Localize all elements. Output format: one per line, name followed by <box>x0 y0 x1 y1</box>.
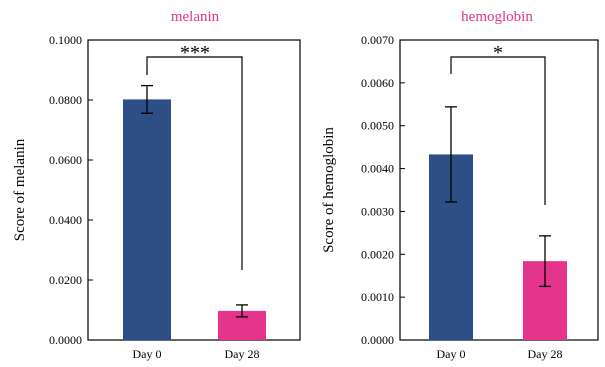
melanin-y-tick-label: 0.0200 <box>49 273 82 287</box>
melanin-chart-title: melanin <box>171 9 220 25</box>
melanin-y-tick-label: 0.0600 <box>49 153 82 167</box>
melanin-plot-frame <box>87 39 301 341</box>
melanin-y-tick-label: 0.0800 <box>49 93 82 107</box>
melanin-y-tick-label: 0.1000 <box>49 33 82 47</box>
hemoglobin-x-tick-day0: Day 0 <box>437 347 466 361</box>
hemoglobin-y-tick-label: 0.0070 <box>361 33 394 47</box>
melanin-bar-day0 <box>123 99 171 341</box>
hemoglobin-y-ticks: 0.0000 0.0010 0.0020 0.0030 0.0040 0.0050 0.00… <box>361 33 405 347</box>
melanin-significance-bracket <box>146 56 243 270</box>
hemoglobin-y-tick-label: 0.0050 <box>361 119 394 133</box>
melanin-bars <box>123 84 266 341</box>
melanin-y-ticks: 0.0000 0.0200 0.0400 0.0600 0.0800 0.1000 <box>49 33 93 347</box>
hemoglobin-y-tick-label: 0.0010 <box>361 290 394 304</box>
hemoglobin-significance-bracket <box>450 56 546 205</box>
melanin-y-tick-label: 0.0400 <box>49 213 82 227</box>
melanin-x-tick-day28: Day 28 <box>225 347 260 361</box>
hemoglobin-y-tick-label: 0.0060 <box>361 76 394 90</box>
hemoglobin-y-tick-label: 0.0000 <box>361 333 394 347</box>
hemoglobin-x-tick-day28: Day 28 <box>528 347 563 361</box>
hemoglobin-significance-label: * <box>493 42 503 64</box>
melanin-chart: melanin Score of melanin 0.00000.02000.0… <box>12 9 301 361</box>
hemoglobin-y-axis-label: Score of hemoglobin <box>321 127 337 253</box>
hemoglobin-plot-frame <box>399 39 599 341</box>
melanin-x-tick-day0: Day 0 <box>133 347 162 361</box>
hemoglobin-chart: hemoglobin Score of hemoglobin 0.00000.0… <box>321 9 599 361</box>
melanin-y-tick-label: 0.0000 <box>49 333 82 347</box>
hemoglobin-y-tick-label: 0.0030 <box>361 204 394 218</box>
hemoglobin-chart-title: hemoglobin <box>461 9 533 25</box>
hemoglobin-y-tick-label: 0.0040 <box>361 162 394 176</box>
melanin-y-axis-label: Score of melanin <box>12 138 28 241</box>
hemoglobin-y-tick-label: 0.0020 <box>361 247 394 261</box>
melanin-significance-label: *** <box>180 42 210 64</box>
hemoglobin-bars <box>429 106 567 340</box>
